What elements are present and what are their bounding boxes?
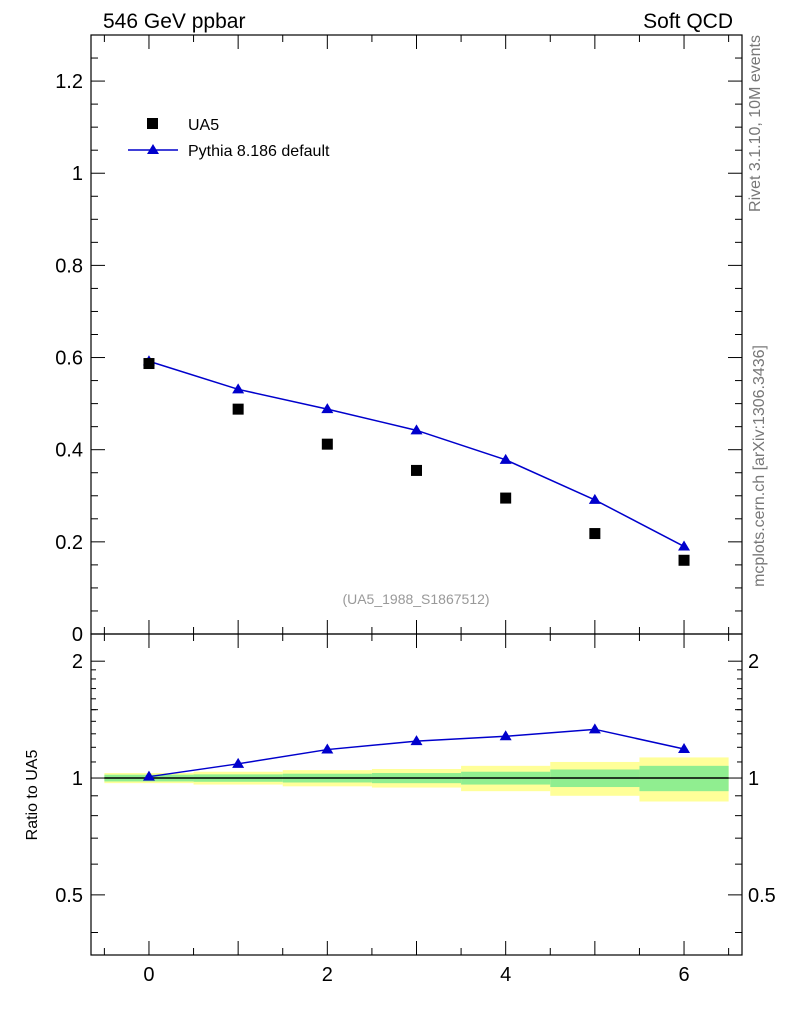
x-tick-label: 4 (500, 964, 511, 986)
ratio-y-tick-label-left: 1 (72, 768, 83, 790)
ratio-pythia-point (588, 723, 601, 734)
main-y-tick-label: 0.8 (55, 255, 83, 277)
ratio-pythia-point (321, 743, 334, 754)
ua5-point (232, 403, 244, 415)
ratio-pythia-point (678, 742, 691, 753)
ua5-point (321, 438, 333, 450)
ratio-y-tick-label-right: 0.5 (748, 885, 776, 907)
ua5-point (589, 528, 601, 540)
ua5-point (678, 554, 690, 566)
ua5-point (500, 492, 512, 504)
legend-pythia-marker (147, 144, 159, 154)
main-y-tick-label: 1 (72, 163, 83, 185)
ratio-panel: 0.5 0.5 1 1 2 2 0 2 4 6 Ratio to UA5 (24, 633, 776, 986)
header-right-title: Soft QCD (643, 10, 733, 33)
rivet-label: Rivet 3.1.10, 10M events (747, 35, 764, 212)
pythia-point (232, 383, 245, 394)
ratio-pythia-point (232, 757, 245, 768)
main-watermark: (UA5_1988_S1867512) (342, 591, 489, 607)
ratio-pythia-point (499, 730, 512, 741)
pythia-point (678, 540, 691, 551)
ratio-y-tick-label-left: 0.5 (55, 885, 83, 907)
pythia-point (499, 453, 512, 464)
ratio-uncertainty-bands (104, 757, 729, 802)
mcplots-label: mcplots.cern.ch [arXiv:1306.3436] (751, 345, 768, 587)
main-axes: 0 0.2 0.4 0.6 0.8 1 1.2 (55, 34, 743, 646)
header-left-title: 546 GeV ppbar (103, 10, 245, 33)
legend: UA5 Pythia 8.186 default (128, 117, 330, 160)
ratio-y-tick-label-right: 1 (748, 768, 759, 790)
x-tick-label: 6 (678, 964, 689, 986)
main-y-tick-label: 0.6 (55, 348, 83, 370)
ua5-point (411, 464, 422, 476)
ratio-y-axis-label: Ratio to UA5 (24, 750, 41, 841)
legend-pythia-label: Pythia 8.186 default (188, 143, 330, 160)
main-y-tick-label: 0 (72, 624, 83, 646)
legend-ua5-label: UA5 (188, 117, 219, 134)
main-plot-layer (142, 355, 691, 566)
x-tick-label: 2 (322, 964, 333, 986)
ratio-pythia-point (142, 770, 155, 781)
pythia-point (321, 403, 334, 414)
main-y-tick-label: 0.2 (55, 532, 83, 554)
main-y-tick-label: 1.2 (55, 71, 83, 93)
pythia-point (588, 493, 601, 504)
pythia-line (148, 360, 685, 548)
ratio-axes: 0.5 0.5 1 1 2 2 0 2 4 6 (55, 633, 776, 986)
ua5-point (143, 358, 155, 370)
ratio-y-tick-label-left: 2 (72, 651, 83, 673)
main-y-tick-label: 0.4 (55, 440, 83, 462)
ratio-plot-layer (104, 723, 729, 781)
x-tick-label: 0 (143, 964, 154, 986)
pythia-point (410, 424, 423, 435)
ratio-pythia-point (410, 735, 423, 746)
legend-ua5-marker (147, 118, 158, 129)
ratio-y-tick-label-right: 2 (748, 651, 759, 673)
main-panel: (UA5_1988_S1867512) 0 0.2 0.4 0.6 0.8 1 1.2 UA… (55, 34, 743, 646)
